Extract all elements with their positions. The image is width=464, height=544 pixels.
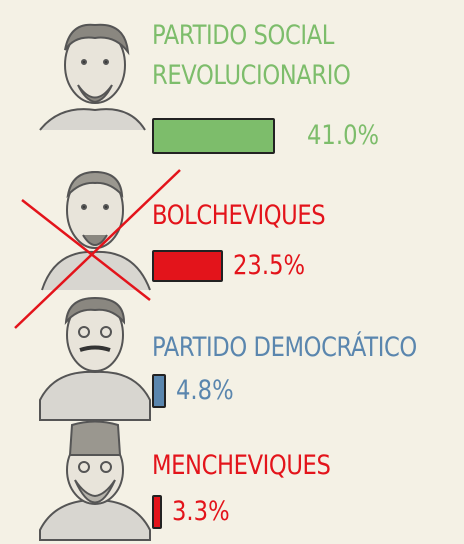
category-label: BOLCHEVIQUES (152, 196, 442, 236)
bar (152, 250, 223, 282)
infographic: PARTIDO SOCIAL REVOLUCIONARIO 41.0% BOLCHE… (0, 0, 464, 544)
category-label: PARTIDO DEMOCRÁTICO (152, 328, 442, 368)
portrait (40, 25, 145, 130)
portrait (40, 422, 150, 541)
value-label: 4.8% (176, 374, 234, 408)
bar (152, 495, 162, 529)
value-label: 41.0% (307, 119, 379, 153)
category-label: MENCHEVIQUES (152, 446, 442, 486)
portrait (42, 172, 150, 290)
bar (152, 374, 166, 408)
value-label: 3.3% (172, 495, 230, 529)
portrait (40, 298, 150, 420)
category-label: PARTIDO SOCIAL REVOLUCIONARIO (152, 16, 442, 96)
page: {"chart_data": {"type": "bar", "orientat… (0, 0, 464, 544)
value-label: 23.5% (233, 249, 305, 283)
bar (152, 118, 275, 154)
